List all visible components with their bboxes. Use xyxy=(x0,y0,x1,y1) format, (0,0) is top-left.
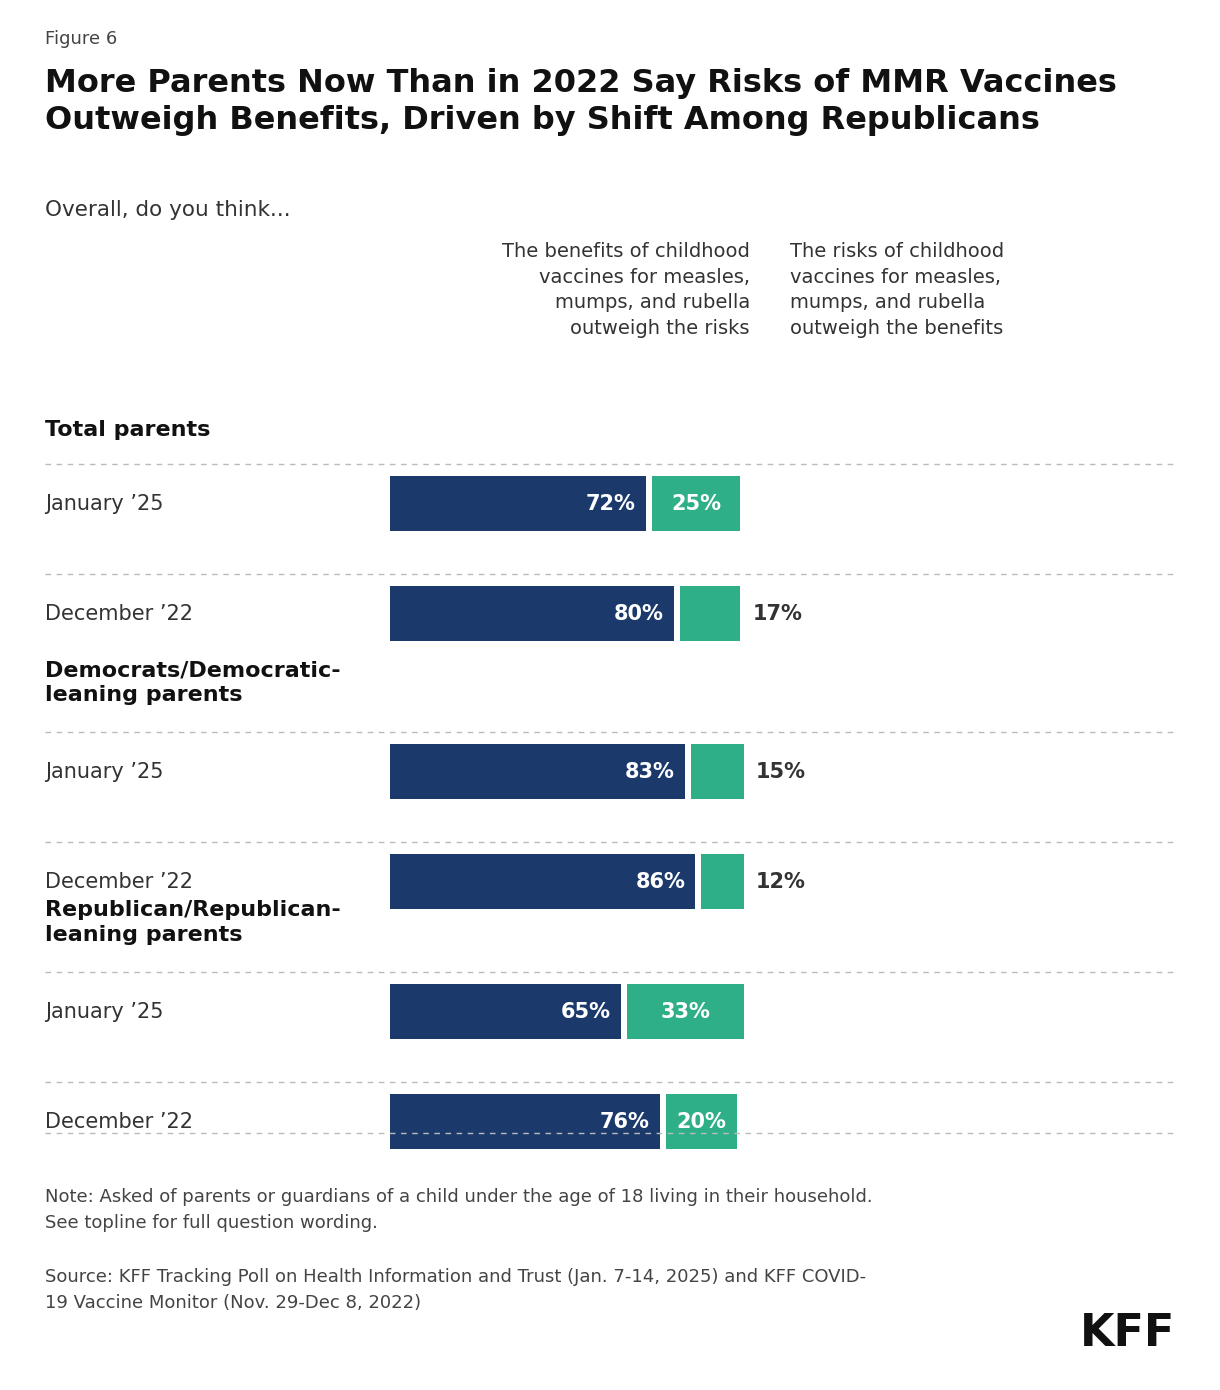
Text: 15%: 15% xyxy=(756,762,806,781)
Text: Figure 6: Figure 6 xyxy=(45,31,117,49)
Text: January ’25: January ’25 xyxy=(45,1002,163,1022)
Text: 86%: 86% xyxy=(636,872,686,891)
Text: 20%: 20% xyxy=(676,1112,726,1131)
Text: Democrats/Democratic-
leaning parents: Democrats/Democratic- leaning parents xyxy=(45,660,340,705)
Bar xyxy=(390,1094,660,1150)
Text: More Parents Now Than in 2022 Say Risks of MMR Vaccines
Outweigh Benefits, Drive: More Parents Now Than in 2022 Say Risks … xyxy=(45,68,1116,136)
Text: 76%: 76% xyxy=(600,1112,650,1131)
Text: Total parents: Total parents xyxy=(45,420,210,441)
Bar xyxy=(390,744,684,799)
Text: Republican/Republican-
leaning parents: Republican/Republican- leaning parents xyxy=(45,899,340,945)
Text: 65%: 65% xyxy=(561,1002,611,1022)
Bar xyxy=(702,853,744,909)
Text: December ’22: December ’22 xyxy=(45,1112,193,1131)
Text: 25%: 25% xyxy=(671,493,721,513)
Text: The risks of childhood
vaccines for measles,
mumps, and rubella
outweigh the ben: The risks of childhood vaccines for meas… xyxy=(791,242,1004,338)
Text: 12%: 12% xyxy=(756,872,805,891)
Bar xyxy=(627,984,744,1038)
Text: Note: Asked of parents or guardians of a child under the age of 18 living in the: Note: Asked of parents or guardians of a… xyxy=(45,1188,872,1233)
Bar xyxy=(390,853,695,909)
Text: January ’25: January ’25 xyxy=(45,762,163,781)
Text: Source: KFF Tracking Poll on Health Information and Trust (Jan. 7-14, 2025) and : Source: KFF Tracking Poll on Health Info… xyxy=(45,1268,866,1312)
Text: December ’22: December ’22 xyxy=(45,872,193,891)
Text: 80%: 80% xyxy=(614,603,664,624)
Text: Overall, do you think...: Overall, do you think... xyxy=(45,200,290,220)
Text: The benefits of childhood
vaccines for measles,
mumps, and rubella
outweigh the : The benefits of childhood vaccines for m… xyxy=(503,242,750,338)
Bar xyxy=(691,744,744,799)
Bar xyxy=(390,475,645,531)
Text: 83%: 83% xyxy=(625,762,675,781)
Bar xyxy=(390,587,673,641)
Text: KFF: KFF xyxy=(1080,1312,1175,1355)
Bar xyxy=(666,1094,737,1150)
Text: 33%: 33% xyxy=(660,1002,710,1022)
Bar xyxy=(651,475,741,531)
Bar xyxy=(680,587,741,641)
Text: December ’22: December ’22 xyxy=(45,603,193,624)
Bar xyxy=(390,984,621,1038)
Text: January ’25: January ’25 xyxy=(45,493,163,513)
Text: 17%: 17% xyxy=(753,603,803,624)
Text: 72%: 72% xyxy=(586,493,636,513)
